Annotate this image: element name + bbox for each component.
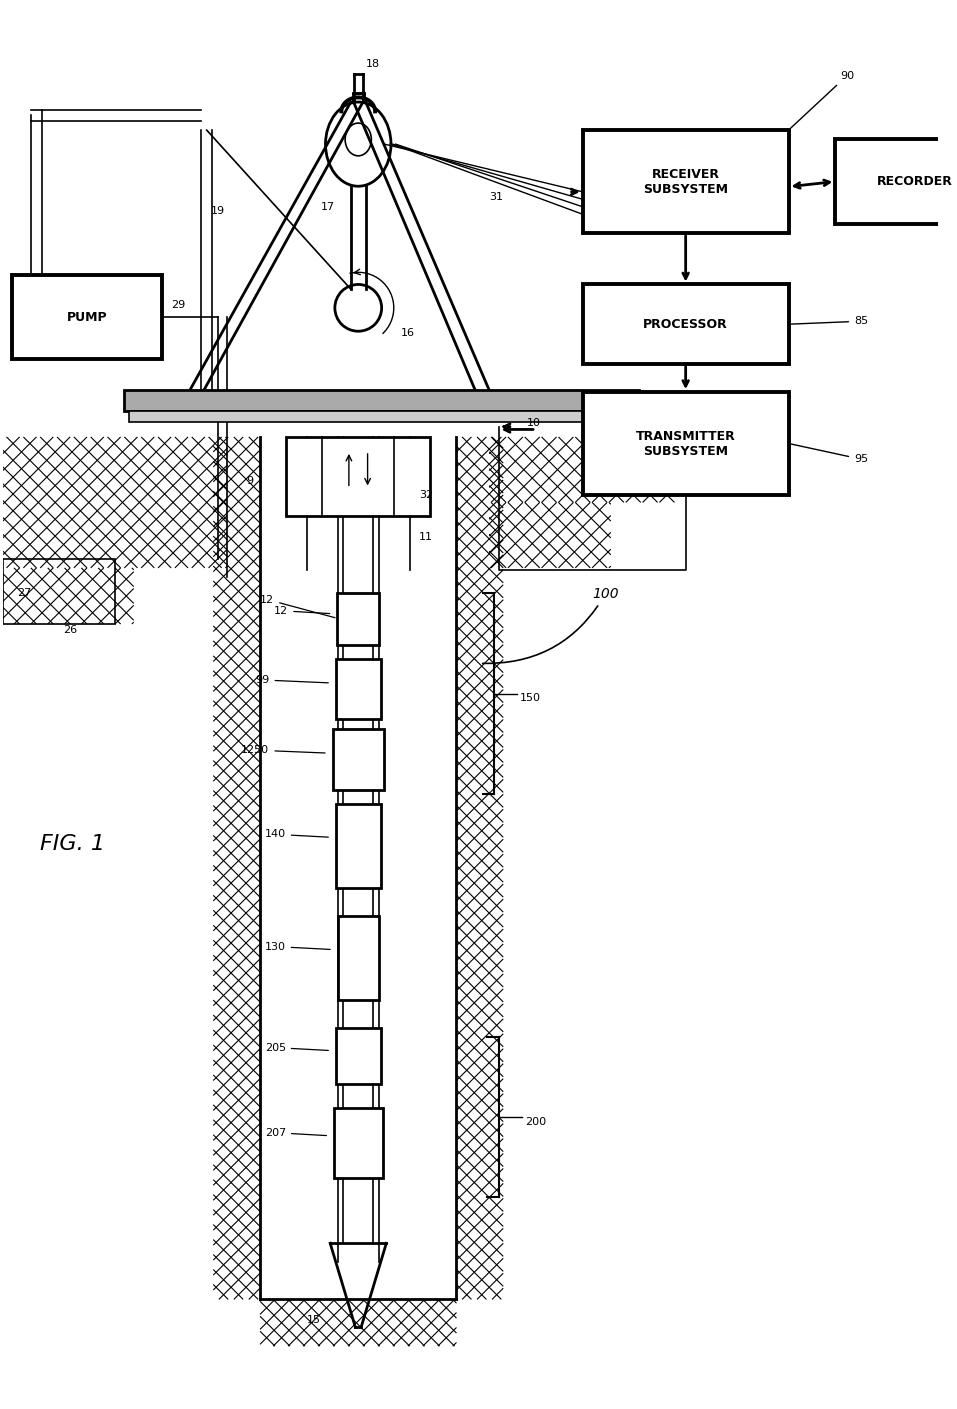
Text: 16: 16 <box>400 328 414 338</box>
FancyBboxPatch shape <box>835 139 957 224</box>
FancyBboxPatch shape <box>582 392 788 495</box>
Text: 200: 200 <box>524 1116 545 1127</box>
Text: 207: 207 <box>264 1127 326 1137</box>
Bar <box>286 437 430 517</box>
Bar <box>337 593 379 645</box>
Text: 32: 32 <box>418 490 433 500</box>
Text: 12: 12 <box>259 595 335 617</box>
Bar <box>338 916 378 1000</box>
Text: 130: 130 <box>264 941 330 951</box>
Text: 140: 140 <box>264 830 328 840</box>
Text: 9: 9 <box>246 476 253 486</box>
Text: 1250: 1250 <box>241 745 324 755</box>
Text: 18: 18 <box>366 59 380 69</box>
Text: 205: 205 <box>264 1043 328 1053</box>
Bar <box>129 411 634 423</box>
Text: PUMP: PUMP <box>67 311 107 324</box>
Text: FIG. 1: FIG. 1 <box>40 834 105 854</box>
Bar <box>124 390 638 411</box>
Bar <box>336 803 380 888</box>
Text: 27: 27 <box>17 588 31 597</box>
Bar <box>332 728 384 789</box>
Text: 31: 31 <box>489 192 502 203</box>
Text: 17: 17 <box>321 201 335 211</box>
Bar <box>336 658 380 720</box>
Text: RECEIVER
SUBSYSTEM: RECEIVER SUBSYSTEM <box>642 168 727 196</box>
Text: TRANSMITTER
SUBSYSTEM: TRANSMITTER SUBSYSTEM <box>635 430 735 458</box>
FancyBboxPatch shape <box>12 275 162 359</box>
Text: 90: 90 <box>790 70 854 128</box>
Text: 15: 15 <box>306 1315 321 1324</box>
Text: 26: 26 <box>63 626 78 635</box>
Bar <box>334 1107 382 1178</box>
Text: 95: 95 <box>790 444 867 464</box>
Text: 19: 19 <box>211 206 224 217</box>
Text: 100: 100 <box>482 588 618 664</box>
Text: 29: 29 <box>171 300 186 310</box>
Text: RECORDER: RECORDER <box>876 175 952 189</box>
Text: 85: 85 <box>790 316 867 327</box>
Text: 10: 10 <box>526 417 540 428</box>
Text: 150: 150 <box>520 693 541 703</box>
FancyBboxPatch shape <box>582 285 788 364</box>
Text: PROCESSOR: PROCESSOR <box>643 318 727 331</box>
Text: 11: 11 <box>418 531 433 542</box>
FancyBboxPatch shape <box>582 130 788 232</box>
Bar <box>336 1029 380 1085</box>
Text: 99: 99 <box>256 675 328 685</box>
Bar <box>3 558 115 624</box>
Text: 12: 12 <box>274 606 329 616</box>
